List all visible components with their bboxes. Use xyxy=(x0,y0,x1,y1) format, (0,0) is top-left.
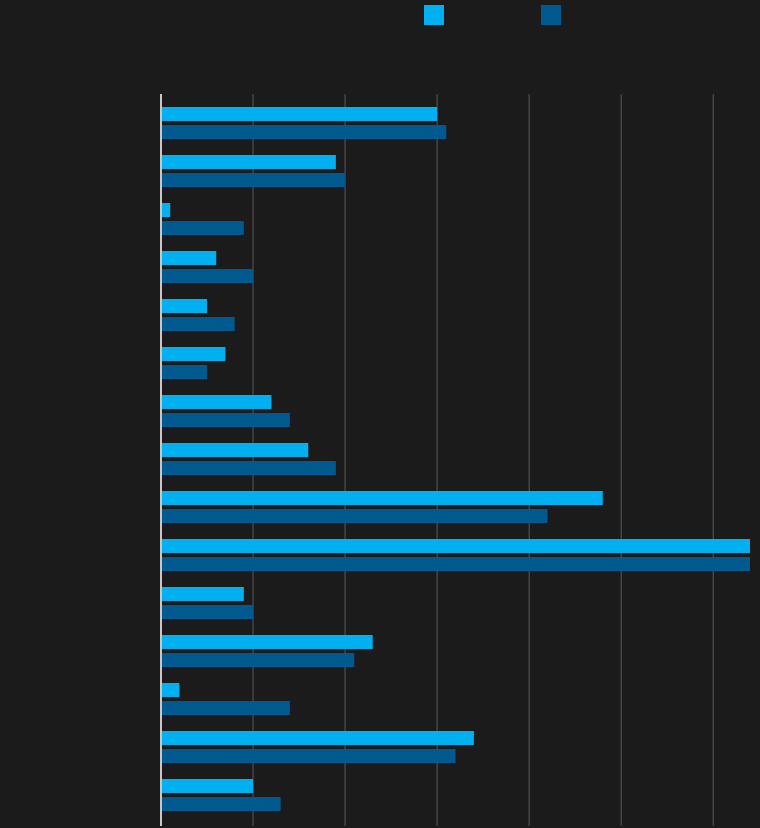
bar-series-b xyxy=(161,509,548,523)
bar-series-b xyxy=(161,749,456,763)
bar-series-a xyxy=(161,635,373,649)
legend-swatch-series-a xyxy=(424,5,444,25)
legend-swatch-series-b xyxy=(541,5,561,25)
bar-series-b xyxy=(161,173,346,187)
bar-series-a xyxy=(161,683,180,697)
bar-series-b xyxy=(161,797,281,811)
bar-series-b xyxy=(161,221,244,235)
bar-series-b xyxy=(161,365,208,379)
bars xyxy=(161,107,750,811)
gridlines xyxy=(252,94,714,826)
bar-series-a xyxy=(161,347,226,361)
legend xyxy=(424,5,561,25)
bar-series-a xyxy=(161,251,217,265)
bar-series-b xyxy=(161,317,235,331)
bar-series-b xyxy=(161,701,290,715)
bar-series-b xyxy=(161,461,336,475)
bar-series-a xyxy=(161,155,336,169)
bar-series-a xyxy=(161,779,254,793)
bar-series-b xyxy=(161,605,254,619)
bar-series-a xyxy=(161,587,244,601)
bar-series-b xyxy=(161,413,290,427)
bar-series-a xyxy=(161,731,474,745)
bar-series-b xyxy=(161,653,355,667)
bar-series-a xyxy=(161,299,208,313)
bar-series-b xyxy=(161,557,750,571)
bar-series-a xyxy=(161,443,309,457)
bar-series-a xyxy=(161,203,171,217)
bar-series-b xyxy=(161,269,254,283)
bar-series-a xyxy=(161,107,438,121)
bar-series-a xyxy=(161,491,603,505)
bar-series-a xyxy=(161,395,272,409)
bar-series-b xyxy=(161,125,447,139)
bar-series-a xyxy=(161,539,750,553)
